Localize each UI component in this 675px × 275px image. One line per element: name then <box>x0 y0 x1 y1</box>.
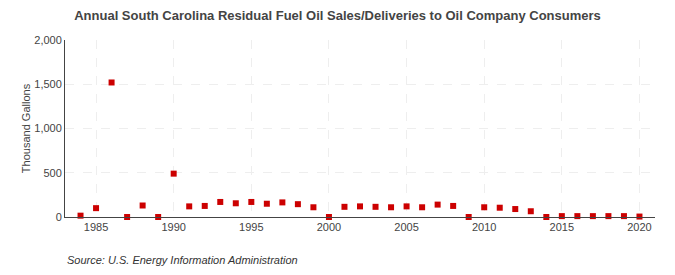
svg-text:1985: 1985 <box>84 221 108 233</box>
svg-text:2000: 2000 <box>317 221 341 233</box>
svg-text:1,000: 1,000 <box>34 122 62 134</box>
svg-text:1995: 1995 <box>239 221 263 233</box>
svg-text:Annual South Carolina Residual: Annual South Carolina Residual Fuel Oil … <box>74 8 601 23</box>
svg-text:Source: U.S. Energy Informatio: Source: U.S. Energy Information Administ… <box>67 254 298 266</box>
svg-text:0: 0 <box>56 211 62 223</box>
svg-text:Thousand Gallons: Thousand Gallons <box>20 83 32 173</box>
svg-text:500: 500 <box>43 167 61 179</box>
svg-text:2015: 2015 <box>550 221 574 233</box>
svg-text:1990: 1990 <box>161 221 185 233</box>
svg-text:1,500: 1,500 <box>34 78 62 90</box>
svg-text:2010: 2010 <box>472 221 496 233</box>
svg-text:2005: 2005 <box>394 221 418 233</box>
svg-text:2,000: 2,000 <box>34 34 62 46</box>
svg-text:2020: 2020 <box>627 221 651 233</box>
